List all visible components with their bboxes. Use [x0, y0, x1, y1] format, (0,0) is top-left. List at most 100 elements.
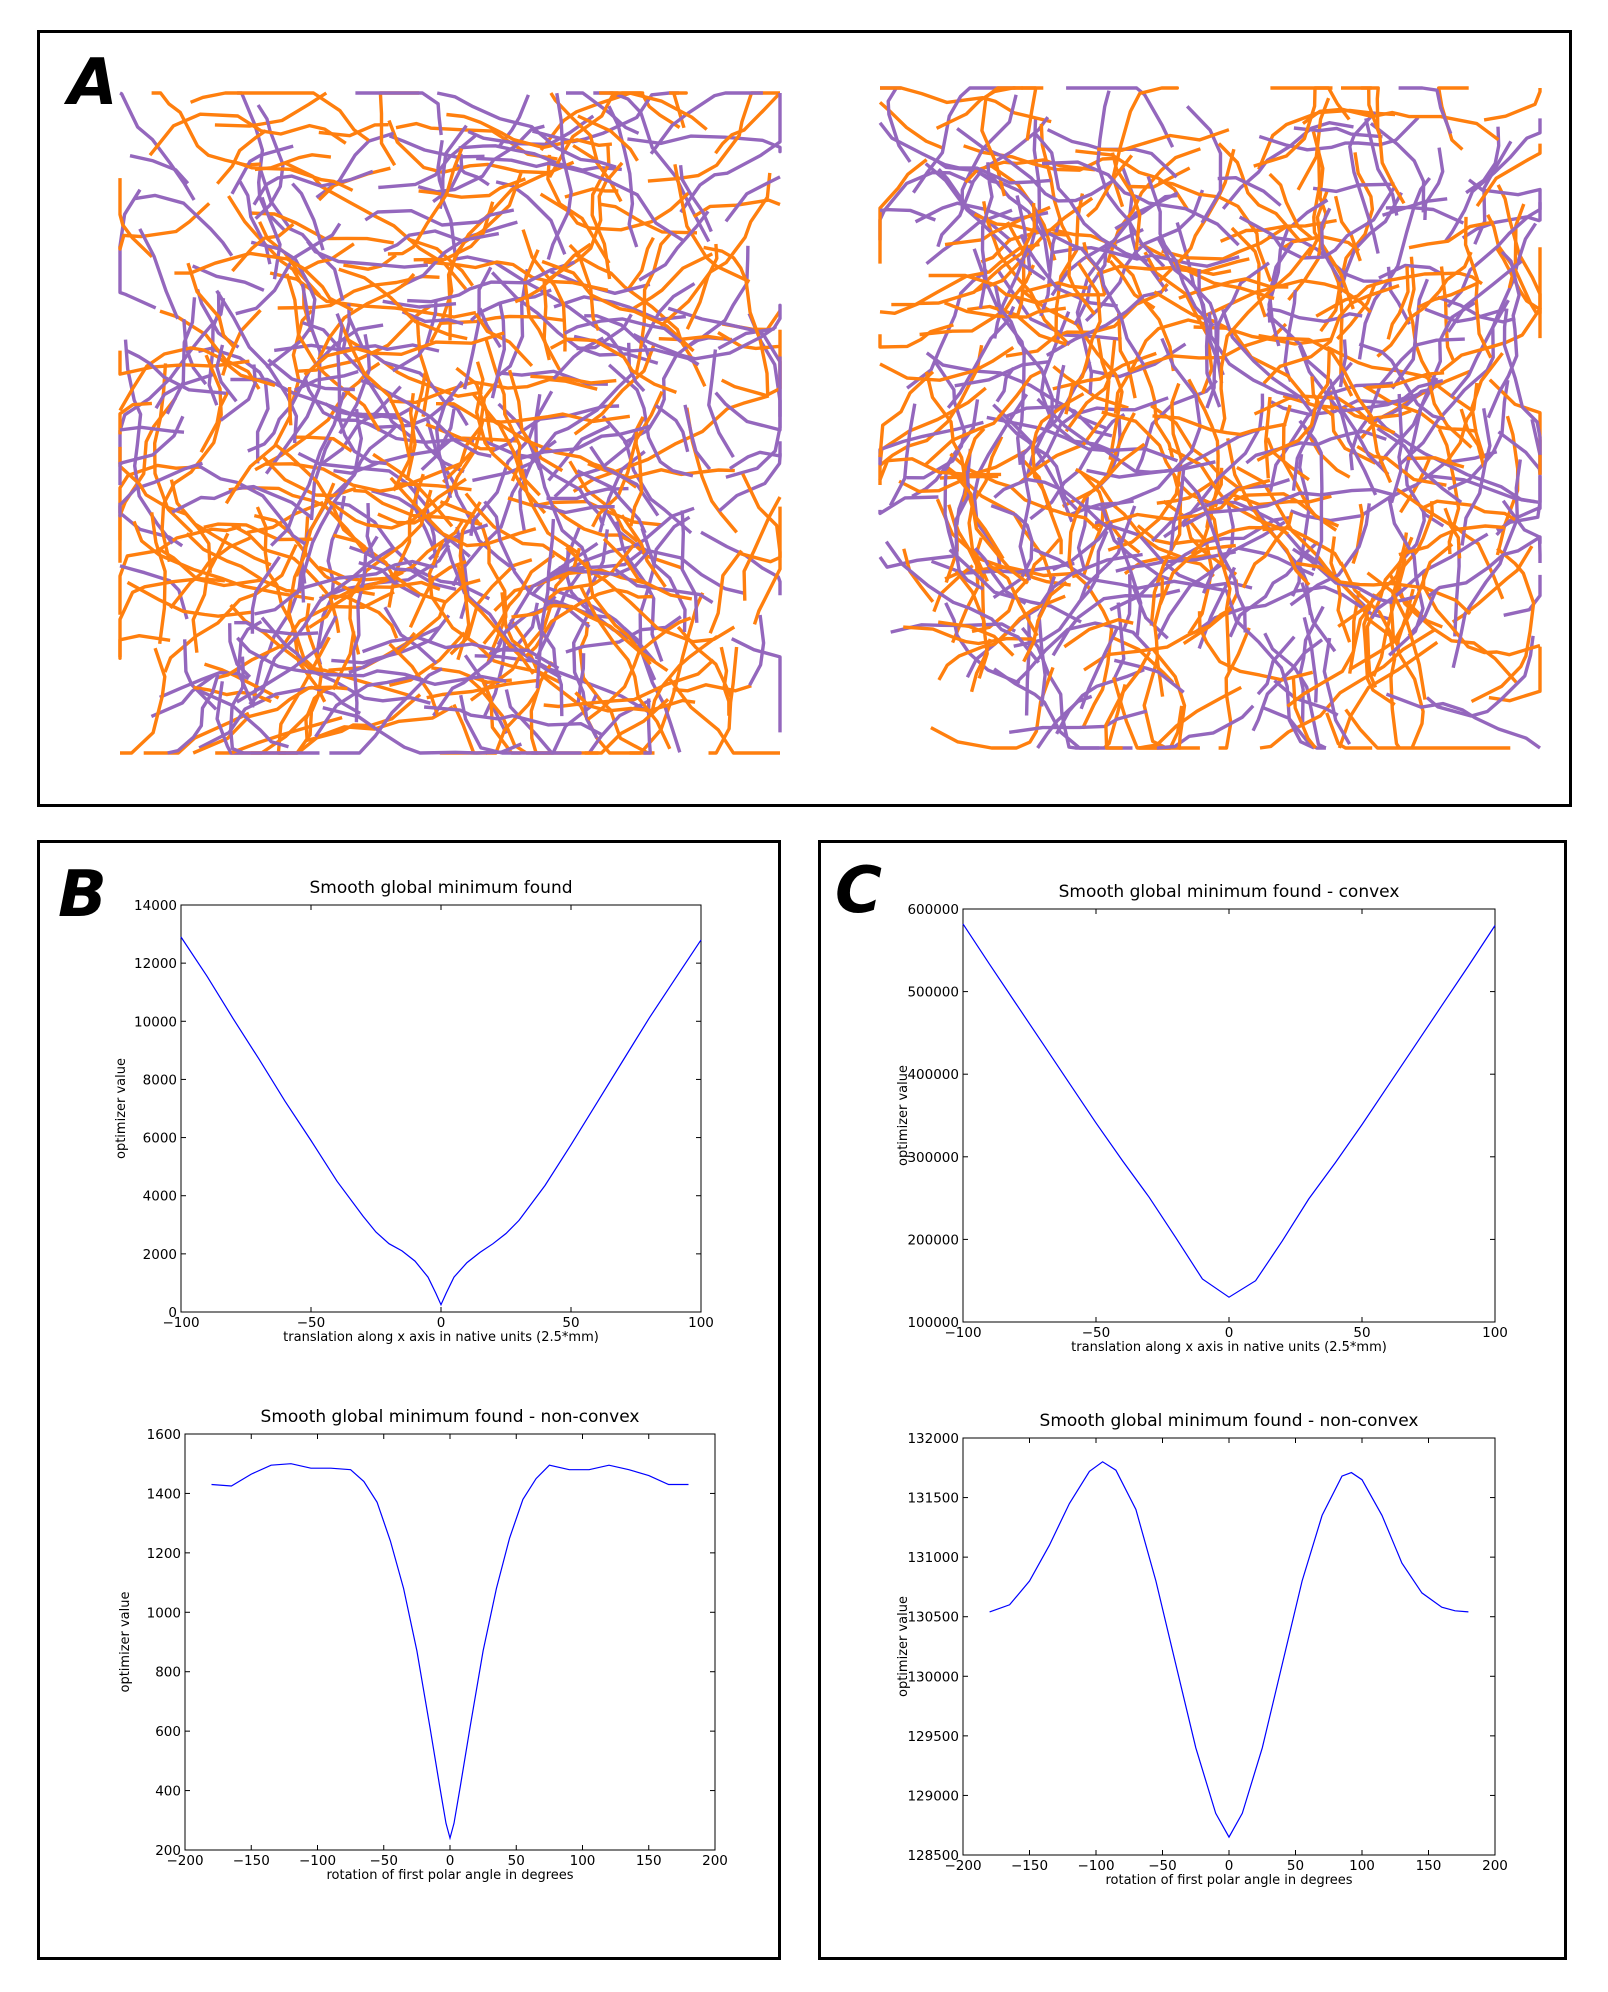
- fiber-streamline: [932, 564, 974, 613]
- fiber-streamline: [1348, 542, 1454, 672]
- fiber-streamline: [700, 530, 782, 596]
- fiber-streamline: [1219, 245, 1313, 433]
- fiber-streamline: [719, 646, 731, 716]
- fiber-streamline: [728, 450, 782, 470]
- fiber-streamline: [1036, 694, 1093, 749]
- fiber-streamline: [707, 349, 735, 458]
- fiber-streamline: [587, 462, 735, 480]
- fiber-streamline: [1443, 118, 1542, 243]
- fiber-streamline: [1378, 263, 1443, 280]
- fiber-streamline: [1425, 635, 1535, 718]
- fiber-streamline: [673, 163, 751, 284]
- fiber-streamline: [937, 620, 1015, 657]
- fiber-streamline: [436, 91, 617, 169]
- fiber-streamline: [1312, 149, 1355, 310]
- fiber-streamline: [484, 339, 522, 482]
- fiber-streamline: [236, 636, 424, 682]
- fiber-streamline: [1437, 86, 1469, 151]
- fiber-streamline: [943, 301, 1067, 319]
- fiber-streamline: [944, 602, 1021, 685]
- fiber-streamline: [1389, 501, 1434, 649]
- fiber-streamline: [1051, 520, 1114, 572]
- fiber-streamline: [306, 240, 429, 269]
- fiber-streamline: [291, 182, 325, 251]
- fiber-streamline: [547, 424, 611, 482]
- fiber-streamline: [1451, 459, 1522, 669]
- fiber-streamline: [469, 547, 582, 702]
- fiber-streamline: [279, 705, 454, 755]
- panel-b: B Smooth global minimum found −100 −50 0 50 1…: [37, 840, 781, 1960]
- fiber-streamline: [1079, 627, 1119, 710]
- fiber-streamline: [523, 249, 562, 371]
- fiber-streamline: [1020, 626, 1100, 750]
- fiber-streamline: [474, 312, 534, 368]
- plot-frame: [962, 908, 1496, 1323]
- fiber-streamline: [273, 343, 440, 353]
- fiber-streamline: [1351, 503, 1365, 565]
- fiber-streamline: [1110, 252, 1176, 372]
- fiber-streamline: [1385, 692, 1541, 750]
- fiber-streamline: [1033, 396, 1169, 469]
- panel-b-label: B: [58, 858, 107, 932]
- fiber-streamline: [1156, 704, 1255, 750]
- y-tick-label: 8000: [143, 1072, 177, 1088]
- y-tick-label: 400000: [907, 1067, 959, 1083]
- fiber-streamline: [395, 578, 481, 656]
- fiber-streamline: [714, 356, 782, 432]
- fiber-streamline: [1424, 307, 1506, 324]
- fiber-streamline: [1224, 589, 1315, 750]
- fiber-streamline: [260, 196, 282, 280]
- fiber-streamline: [878, 495, 939, 516]
- fiber-streamline: [935, 158, 1048, 238]
- fiber-streamline: [1045, 290, 1163, 357]
- fiber-streamline: [119, 91, 196, 201]
- fiber-streamline: [343, 253, 397, 271]
- fiber-streamline: [1427, 535, 1542, 598]
- fiber-streamline: [1289, 503, 1371, 607]
- fiber-streamline: [1291, 676, 1317, 750]
- y-tick-label: 1200: [147, 1546, 181, 1562]
- fiber-streamline: [953, 470, 985, 591]
- fiber-streamline: [296, 435, 353, 453]
- fiber-streamline: [1110, 152, 1142, 251]
- x-tick-label: 100: [688, 1315, 714, 1331]
- fiber-streamline: [1473, 140, 1513, 245]
- fiber-streamline: [216, 129, 267, 185]
- fiber-streamline: [300, 408, 363, 603]
- y-tick-label: 12000: [134, 956, 177, 972]
- fiber-streamline: [1157, 148, 1236, 283]
- chart-title: Smooth global minimum found - convex: [1059, 882, 1400, 902]
- fiber-streamline: [191, 532, 230, 653]
- y-tick-label: 128500: [907, 1848, 959, 1864]
- fiber-streamline: [335, 313, 387, 466]
- fiber-streamline: [482, 553, 556, 645]
- fiber-streamline: [1238, 546, 1315, 577]
- fiber-streamline: [925, 208, 1013, 266]
- fiber-streamline: [1293, 126, 1383, 139]
- fiber-streamline: [568, 460, 639, 543]
- fiber-streamline: [442, 378, 500, 484]
- fiber-streamline: [1114, 193, 1178, 231]
- fiber-streamline: [472, 373, 633, 483]
- fiber-streamline: [1389, 393, 1404, 504]
- fiber-streamline: [1022, 281, 1088, 294]
- fiber-streamline: [1463, 216, 1493, 359]
- fiber-streamline: [407, 260, 576, 304]
- fiber-streamline: [643, 698, 652, 755]
- fiber-streamline: [351, 535, 379, 723]
- plot-frame: [962, 1437, 1496, 1856]
- x-tick-label: −100: [944, 1325, 981, 1341]
- fiber-streamline: [1008, 709, 1148, 734]
- fiber-streamline: [236, 160, 354, 192]
- fiber-streamline: [1197, 278, 1372, 321]
- fiber-streamline: [254, 153, 332, 172]
- fiber-streamline: [436, 426, 496, 451]
- chart-title: Smooth global minimum found - non-convex: [1040, 1411, 1419, 1431]
- fiber-streamline: [388, 642, 440, 717]
- fiber-streamline: [1142, 367, 1175, 459]
- x-axis-label: rotation of first polar angle in degrees: [326, 1868, 573, 1883]
- panel-b-charts: Smooth global minimum found −100 −50 0 50 100…: [114, 878, 728, 1883]
- x-axis-label: translation along x axis in native units…: [283, 1330, 599, 1345]
- y-tick-label: 300000: [907, 1150, 959, 1166]
- fiber-streamline: [1453, 545, 1461, 637]
